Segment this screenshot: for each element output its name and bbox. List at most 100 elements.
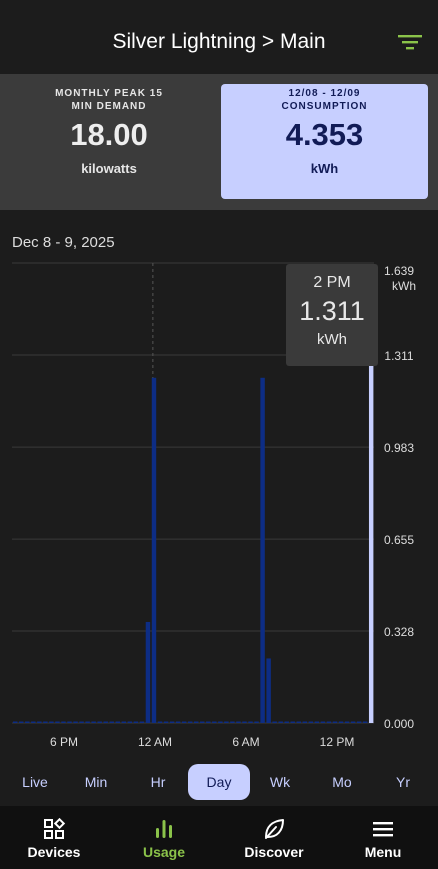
range-min-button[interactable]: Min: [84, 774, 108, 790]
selected-bar[interactable]: [368, 355, 374, 723]
range-mo-button[interactable]: Mo: [332, 774, 352, 790]
usage-bar[interactable]: [31, 721, 36, 724]
usage-bar[interactable]: [127, 721, 133, 724]
usage-bar[interactable]: [260, 377, 265, 723]
usage-bar[interactable]: [212, 721, 217, 724]
usage-bar[interactable]: [206, 721, 211, 724]
nav-discover[interactable]: Discover: [224, 806, 324, 869]
nav-menu-label: Menu: [364, 844, 402, 860]
consumption-card[interactable]: 12/08 - 12/09 CONSUMPTION 4.353 kWh: [221, 84, 428, 199]
usage-bar[interactable]: [218, 721, 223, 724]
page-title: Silver Lightning > Main: [112, 30, 326, 53]
usage-bar[interactable]: [314, 721, 320, 724]
nav-usage[interactable]: Usage: [114, 806, 214, 869]
range-wk-button[interactable]: Wk: [269, 774, 291, 790]
usage-bar[interactable]: [344, 721, 350, 724]
range-selector: Live Min Hr Day Wk Mo Yr: [0, 764, 438, 800]
usage-bar[interactable]: [356, 721, 362, 724]
usage-bar[interactable]: [145, 621, 151, 723]
usage-bar[interactable]: [25, 721, 30, 724]
usage-bar[interactable]: [224, 721, 229, 724]
usage-bar[interactable]: [320, 721, 326, 724]
usage-bar[interactable]: [338, 721, 344, 724]
usage-bar[interactable]: [254, 721, 259, 724]
filter-icon[interactable]: [396, 28, 424, 56]
usage-bar[interactable]: [200, 721, 205, 724]
usage-bar[interactable]: [97, 721, 102, 724]
chart-date: Dec 8 - 9, 2025: [12, 234, 115, 251]
usage-bar[interactable]: [67, 721, 72, 724]
usage-bar[interactable]: [91, 721, 96, 724]
usage-bar[interactable]: [332, 721, 338, 724]
usage-bar[interactable]: [79, 721, 84, 724]
tooltip-time: 2 PM: [313, 274, 351, 291]
peak-demand-card[interactable]: MONTHLY PEAK 15 MIN DEMAND 18.00 kilowat…: [8, 84, 210, 199]
nav-menu[interactable]: Menu: [333, 806, 433, 869]
usage-bar[interactable]: [103, 721, 108, 724]
tooltip-value: 1.311: [299, 296, 365, 326]
usage-bar[interactable]: [362, 721, 368, 724]
usage-bar[interactable]: [61, 721, 66, 724]
usage-bars-icon: [156, 820, 172, 838]
usage-bar[interactable]: [115, 721, 120, 724]
usage-bar[interactable]: [350, 721, 356, 724]
usage-bar[interactable]: [248, 721, 253, 724]
x-tick-label: 6 AM: [232, 735, 259, 749]
usage-bar[interactable]: [19, 721, 24, 724]
range-live-button[interactable]: Live: [22, 774, 48, 790]
usage-bar[interactable]: [85, 721, 90, 724]
y-tick-label: 0.983: [384, 441, 414, 455]
usage-bar[interactable]: [55, 721, 60, 724]
y-tick-label: 0.655: [384, 533, 414, 547]
usage-bar[interactable]: [13, 721, 18, 724]
usage-bar[interactable]: [284, 721, 289, 724]
peak-label-line1: MONTHLY PEAK 15: [55, 88, 163, 99]
usage-bar[interactable]: [326, 721, 332, 724]
range-yr-button[interactable]: Yr: [396, 774, 410, 790]
usage-bar[interactable]: [266, 658, 271, 723]
usage-bar[interactable]: [169, 721, 175, 724]
usage-bar[interactable]: [278, 721, 283, 724]
chart-tooltip: 2 PM 1.311 kWh: [286, 264, 378, 366]
usage-bar[interactable]: [175, 721, 181, 724]
nav-usage-label: Usage: [142, 844, 186, 860]
usage-bar[interactable]: [308, 721, 314, 724]
usage-bar[interactable]: [163, 721, 169, 724]
usage-bar[interactable]: [302, 721, 308, 724]
y-tick-label: 0.000: [384, 717, 414, 731]
consumption-label: CONSUMPTION: [281, 101, 368, 112]
usage-bar[interactable]: [187, 721, 193, 724]
usage-bar[interactable]: [37, 721, 42, 724]
tooltip-unit: kWh: [317, 331, 347, 348]
usage-bar[interactable]: [181, 721, 187, 724]
usage-bar[interactable]: [109, 721, 114, 724]
usage-bar[interactable]: [157, 721, 163, 724]
usage-bar[interactable]: [296, 721, 301, 724]
bottom-nav: Devices Usage Discover Menu: [0, 806, 438, 869]
usage-bar[interactable]: [290, 721, 295, 724]
usage-bar[interactable]: [121, 721, 127, 724]
usage-bar[interactable]: [236, 721, 241, 724]
usage-bar[interactable]: [43, 721, 48, 724]
devices-icon: [44, 817, 66, 839]
usage-bar[interactable]: [133, 721, 139, 724]
usage-bar[interactable]: [230, 721, 235, 724]
usage-bar[interactable]: [194, 721, 199, 724]
usage-bar[interactable]: [151, 377, 157, 723]
y-axis-unit: kWh: [392, 279, 416, 293]
range-day-button[interactable]: Day: [188, 764, 250, 800]
x-tick-label: 6 PM: [50, 735, 78, 749]
range-hr-button[interactable]: Hr: [150, 774, 166, 790]
consumption-unit: kWh: [310, 161, 339, 176]
usage-bar[interactable]: [49, 721, 54, 724]
usage-bar[interactable]: [272, 721, 277, 724]
usage-bar[interactable]: [139, 721, 145, 724]
usage-bar[interactable]: [73, 721, 78, 724]
usage-bar[interactable]: [242, 721, 247, 724]
nav-discover-label: Discover: [244, 844, 304, 860]
nav-devices[interactable]: Devices: [4, 806, 104, 869]
leaf-icon: [265, 819, 284, 839]
nav-devices-label: Devices: [27, 844, 81, 860]
y-tick-label: 0.328: [384, 625, 414, 639]
